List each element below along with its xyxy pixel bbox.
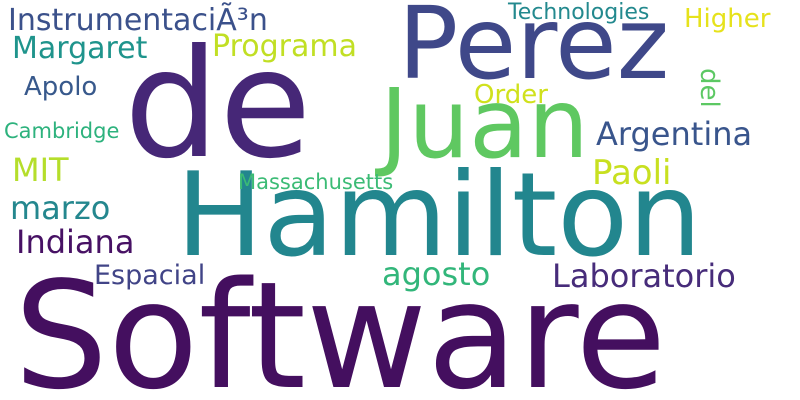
word-juan: Juan bbox=[380, 68, 589, 180]
word-software: Software bbox=[14, 250, 667, 400]
word-technologies: Technologies bbox=[508, 0, 650, 25]
word-laboratorio: Laboratorio bbox=[552, 257, 736, 295]
word-massachusetts: Massachusetts bbox=[238, 170, 394, 194]
word-perez: Perez bbox=[398, 0, 670, 102]
word-order: Order bbox=[474, 80, 548, 110]
word-del: del bbox=[694, 68, 724, 108]
word-mit: MIT bbox=[12, 151, 69, 189]
word-agosto: agosto bbox=[382, 255, 491, 293]
word-apolo: Apolo bbox=[24, 72, 98, 102]
word-programa: Programa bbox=[212, 29, 357, 64]
word-de: de bbox=[124, 18, 312, 192]
word-indiana: Indiana bbox=[16, 223, 135, 261]
word-argentina: Argentina bbox=[596, 115, 753, 153]
word-marzo: marzo bbox=[10, 189, 111, 227]
word-espacial: Espacial bbox=[94, 260, 206, 291]
word-hamilton: Hamilton bbox=[176, 148, 702, 283]
word-higher: Higher bbox=[684, 4, 771, 34]
word-margaret: Margaret bbox=[12, 31, 148, 66]
word-cambridge: Cambridge bbox=[4, 119, 120, 143]
word-paoli: Paoli bbox=[592, 153, 672, 193]
word-instrumentacion: InstrumentaciÃ³n bbox=[8, 3, 268, 38]
